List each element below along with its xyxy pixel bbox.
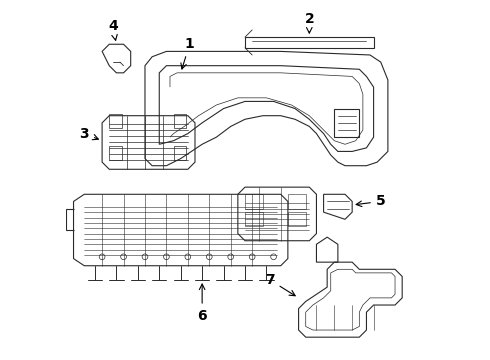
Text: 6: 6 [197, 284, 207, 323]
Text: 3: 3 [79, 127, 98, 140]
Text: 1: 1 [181, 37, 195, 69]
Text: 7: 7 [265, 273, 295, 296]
Text: 5: 5 [356, 194, 386, 208]
Text: 2: 2 [304, 12, 314, 33]
Text: 4: 4 [108, 19, 118, 40]
